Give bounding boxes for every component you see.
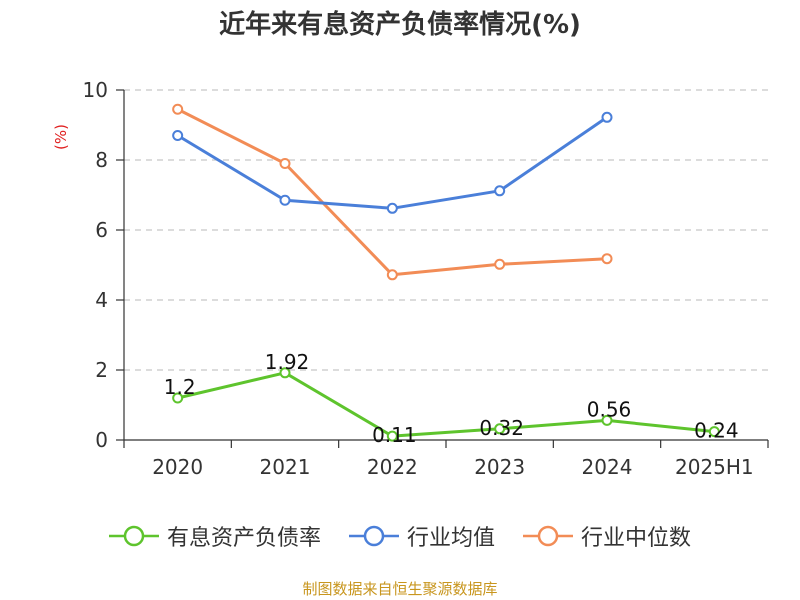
x-tick-label: 2021 bbox=[260, 455, 311, 479]
series-line-1 bbox=[176, 116, 608, 210]
x-tick-label: 2023 bbox=[474, 455, 525, 479]
data-point-series-0 bbox=[601, 414, 613, 426]
data-point-series-0 bbox=[708, 426, 720, 438]
data-label: 0.11 bbox=[372, 423, 417, 447]
x-tick-label: 2025H1 bbox=[675, 455, 754, 479]
data-label: 1.92 bbox=[265, 350, 310, 374]
legend-label: 有息资产负债率 bbox=[166, 526, 321, 551]
x-tick-label: 2024 bbox=[582, 455, 633, 479]
data-point-series-0 bbox=[172, 392, 184, 404]
data-point-series-2 bbox=[386, 269, 398, 281]
legend-symbol-icon bbox=[348, 525, 399, 547]
y-tick-label: 6 bbox=[95, 218, 108, 242]
data-point-series-0 bbox=[494, 423, 506, 435]
legend-item-series-0[interactable]: 有息资产负债率 bbox=[108, 520, 321, 552]
data-point-series-2 bbox=[494, 258, 506, 270]
data-point-series-1 bbox=[601, 111, 613, 123]
data-point-series-1 bbox=[386, 202, 398, 214]
data-label: 1.2 bbox=[164, 375, 196, 399]
data-label: 0.24 bbox=[694, 419, 739, 443]
data-point-series-1 bbox=[172, 130, 184, 141]
data-label: 0.56 bbox=[587, 397, 632, 421]
y-tick-label: 10 bbox=[83, 78, 108, 102]
y-tick-label: 8 bbox=[95, 148, 108, 172]
data-point-series-1 bbox=[494, 185, 506, 197]
legend-item-series-1[interactable]: 行业均值 bbox=[348, 520, 495, 552]
legend-label: 行业均值 bbox=[406, 526, 495, 551]
x-tick-label: 2020 bbox=[152, 455, 203, 479]
data-point-series-2 bbox=[172, 103, 184, 115]
series-line-2 bbox=[176, 107, 608, 277]
y-tick-label: 2 bbox=[95, 358, 108, 382]
data-point-series-0 bbox=[386, 430, 398, 442]
legend-item-series-2[interactable]: 行业中位数 bbox=[523, 520, 691, 552]
x-tick-label: 2022 bbox=[367, 455, 418, 479]
legend: 有息资产负债率 行业均值 行业中位数 bbox=[0, 520, 800, 552]
data-label: 0.32 bbox=[479, 416, 524, 440]
series-line-0 bbox=[177, 371, 715, 438]
y-tick-label: 4 bbox=[95, 288, 108, 312]
data-point-series-1 bbox=[279, 194, 291, 206]
data-point-series-0 bbox=[279, 367, 291, 379]
data-point-series-2 bbox=[601, 253, 613, 265]
data-point-series-2 bbox=[279, 158, 291, 169]
y-tick-label: 0 bbox=[95, 428, 108, 452]
legend-symbol-icon bbox=[108, 525, 159, 547]
legend-label: 行业中位数 bbox=[581, 526, 692, 551]
source-note: 制图数据来自恒生聚源数据库 bbox=[302, 580, 498, 598]
chart-title: 近年来有息资产负债率情况(%) bbox=[219, 10, 581, 40]
legend-symbol-icon bbox=[523, 525, 573, 547]
